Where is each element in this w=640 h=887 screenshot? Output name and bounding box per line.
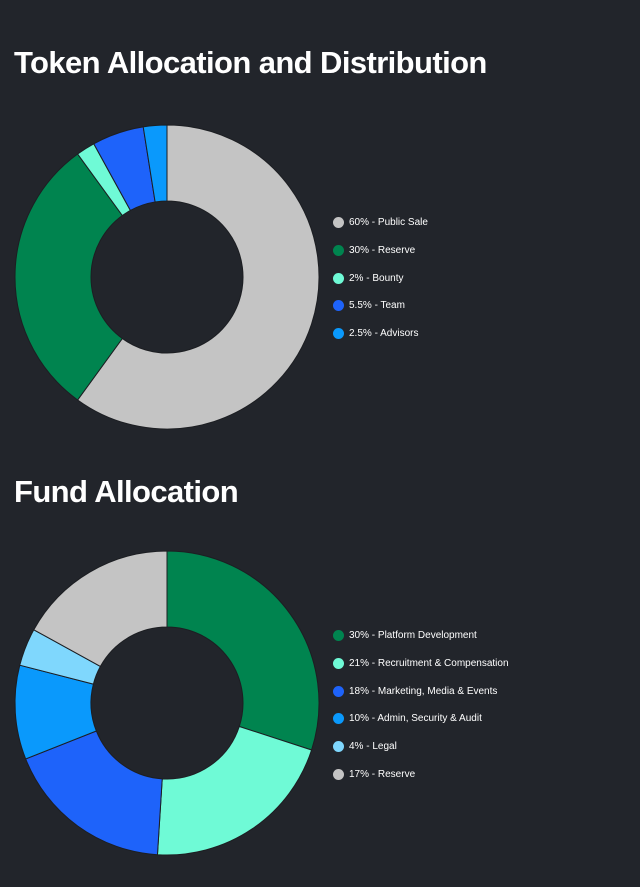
legend-item-legal[interactable]: 4% - Legal <box>333 733 509 761</box>
legend-swatch-icon <box>333 713 344 725</box>
fund-allocation-title: Fund Allocation <box>14 474 239 509</box>
legend-label: 10% - Admin, Security & Audit <box>349 713 482 725</box>
legend-label: 5.5% - Team <box>349 300 405 312</box>
fund-allocation-donut-chart <box>14 550 320 856</box>
legend-swatch-icon <box>333 217 344 229</box>
legend-item-marketing-media-events[interactable]: 18% - Marketing, Media & Events <box>333 677 509 705</box>
legend-swatch-icon <box>333 685 344 697</box>
slice-recruitment-compensation[interactable] <box>156 725 313 856</box>
legend-item-public-sale[interactable]: 60% - Public Sale <box>333 209 428 237</box>
legend-item-platform-development[interactable]: 30% - Platform Development <box>333 622 509 650</box>
legend-swatch-icon <box>333 300 344 312</box>
slice-marketing-media-events[interactable] <box>25 730 163 856</box>
token-allocation-section: Token Allocation and Distribution 60% - … <box>14 45 487 430</box>
fund-allocation-section: Fund Allocation 30% - Platform Developme… <box>0 450 640 887</box>
legend-swatch-icon <box>333 328 344 340</box>
legend-swatch-icon <box>333 768 344 780</box>
legend-swatch-icon <box>333 245 344 257</box>
legend-item-admin-security-audit[interactable]: 10% - Admin, Security & Audit <box>333 705 509 733</box>
legend-item-team[interactable]: 5.5% - Team <box>333 292 428 320</box>
legend-label: 30% - Platform Development <box>349 630 477 642</box>
fund-allocation-legend: 30% - Platform Development 21% - Recruitm… <box>333 622 509 788</box>
legend-label: 60% - Public Sale <box>349 217 428 229</box>
slice-reserve[interactable] <box>14 153 124 401</box>
legend-label: 2% - Bounty <box>349 272 404 284</box>
legend-label: 30% - Reserve <box>349 245 416 257</box>
legend-item-reserve[interactable]: 17% - Reserve <box>333 760 509 788</box>
legend-swatch-icon <box>333 658 344 670</box>
token-allocation-legend: 60% - Public Sale 30% - Reserve 2% - Bount… <box>333 209 428 347</box>
slice-platform-development[interactable] <box>166 550 320 751</box>
slice-public-sale[interactable] <box>76 124 320 430</box>
legend-item-bounty[interactable]: 2% - Bounty <box>333 264 428 292</box>
legend-swatch-icon <box>333 741 344 753</box>
legend-label: 18% - Marketing, Media & Events <box>349 685 498 697</box>
legend-label: 21% - Recruitment & Compensation <box>349 658 509 670</box>
slice-advisors[interactable] <box>142 124 168 203</box>
legend-swatch-icon <box>333 630 344 642</box>
legend-label: 4% - Legal <box>349 741 397 753</box>
legend-label: 17% - Reserve <box>349 768 416 780</box>
slice-reserve[interactable] <box>33 550 168 668</box>
token-allocation-title: Token Allocation and Distribution <box>14 45 487 80</box>
legend-item-recruitment-compensation[interactable]: 21% - Recruitment & Compensation <box>333 650 509 678</box>
legend-swatch-icon <box>333 272 344 284</box>
legend-item-advisors[interactable]: 2.5% - Advisors <box>333 320 428 348</box>
legend-label: 2.5% - Advisors <box>349 328 419 340</box>
token-allocation-donut-chart <box>14 124 320 430</box>
legend-item-reserve[interactable]: 30% - Reserve <box>333 237 428 265</box>
